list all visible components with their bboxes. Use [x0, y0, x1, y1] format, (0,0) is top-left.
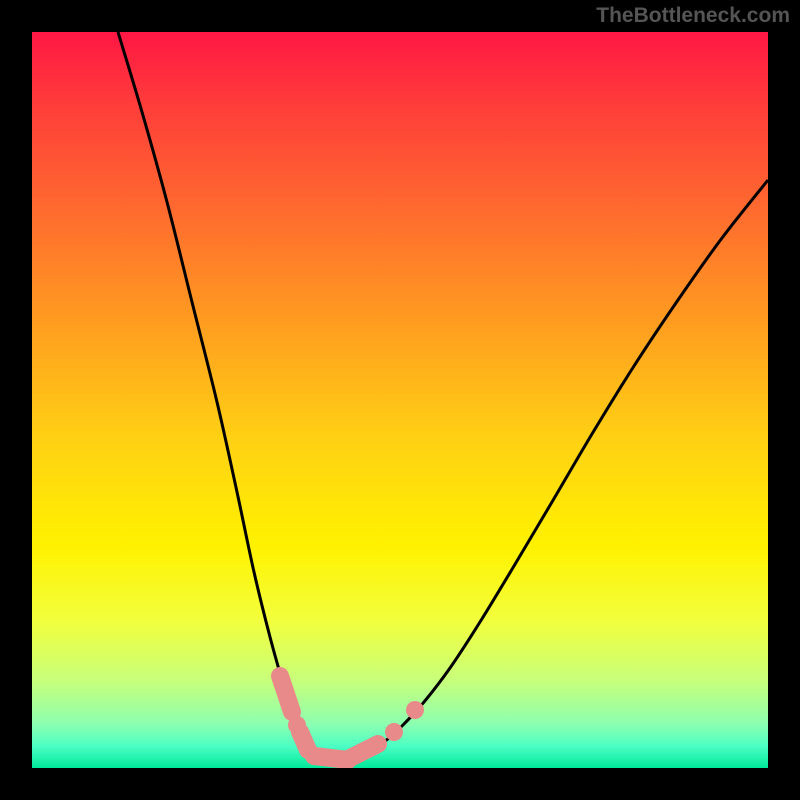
gradient-plot-area	[32, 32, 768, 768]
marker-dot	[385, 723, 403, 741]
marker-segment	[350, 744, 378, 758]
marker-dot	[406, 701, 424, 719]
marker-segment	[280, 676, 292, 712]
v-curve-chart	[0, 0, 800, 800]
chart-frame: TheBottleneck.com	[0, 0, 800, 800]
watermark-label: TheBottleneck.com	[596, 4, 790, 28]
marker-segment	[300, 732, 308, 750]
